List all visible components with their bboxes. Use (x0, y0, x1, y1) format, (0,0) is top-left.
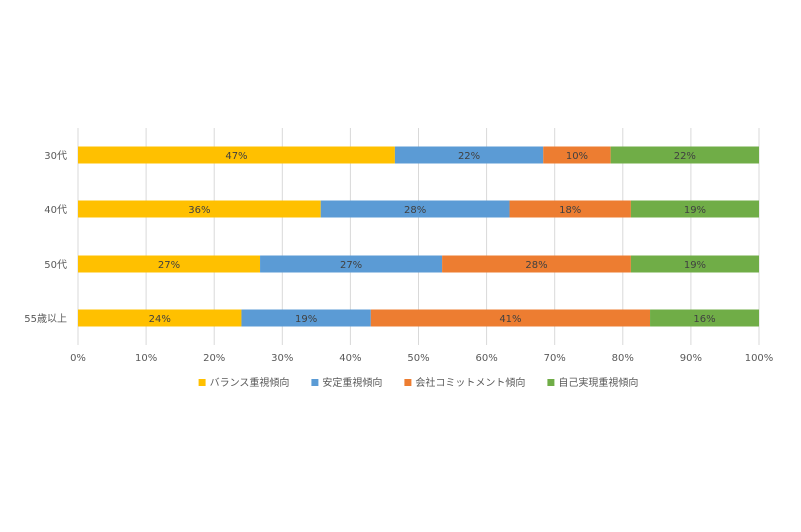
legend-label: 会社コミットメント傾向 (415, 376, 525, 389)
data-label: 27% (158, 260, 180, 271)
bar-segment (442, 255, 631, 273)
data-label: 27% (340, 260, 362, 271)
bar-segment (630, 255, 759, 273)
category-label: 30代 (44, 150, 67, 162)
bar-segment (78, 309, 242, 327)
bar-segment (543, 146, 611, 164)
bar-segment (370, 309, 651, 327)
x-tick-label: 0% (70, 353, 86, 364)
x-tick-label: 30% (271, 353, 293, 364)
data-label: 22% (458, 151, 480, 162)
legend-item: バランス重視傾向 (198, 376, 290, 389)
value-axis: 0% 10% 20% 30% 40% 50% 60% 70% 80% 90% 100% (70, 353, 773, 364)
x-tick-label: 20% (203, 353, 225, 364)
x-tick-label: 80% (612, 353, 634, 364)
data-label: 19% (684, 205, 706, 216)
category-label: 40代 (44, 204, 67, 216)
data-label: 47% (225, 151, 247, 162)
x-tick-label: 70% (544, 353, 566, 364)
bar-segment (260, 255, 443, 273)
data-label: 24% (149, 314, 171, 325)
legend-label: 安定重視傾向 (322, 376, 382, 389)
legend-label: 自己実現重視傾向 (558, 376, 638, 389)
legend: バランス重視傾向 安定重視傾向 会社コミットメント傾向 自己実現重視傾向 (198, 376, 638, 389)
data-label: 10% (566, 151, 588, 162)
x-tick-label: 60% (475, 353, 497, 364)
legend-item: 会社コミットメント傾向 (404, 376, 525, 389)
bar-segment (241, 309, 371, 327)
gridlines (77, 128, 760, 345)
x-tick-label: 10% (135, 353, 157, 364)
bar-segment (509, 200, 631, 218)
data-label: 19% (684, 260, 706, 271)
bar-segment (610, 146, 759, 164)
data-label: 16% (693, 314, 715, 325)
legend-item: 安定重視傾向 (311, 376, 382, 389)
category-axis: 30代 40代 50代 55歳以上 (24, 150, 67, 325)
x-tick-label: 50% (407, 353, 429, 364)
x-tick-label: 90% (680, 353, 702, 364)
bar-segment (78, 255, 261, 273)
x-tick-label: 40% (339, 353, 361, 364)
bar-segment (78, 200, 321, 218)
bars (78, 146, 759, 327)
data-label: 22% (674, 151, 696, 162)
category-label: 55歳以上 (24, 313, 67, 325)
bar-segment (394, 146, 544, 164)
bar-segment (650, 309, 759, 327)
bar-segment (320, 200, 510, 218)
data-label: 18% (559, 205, 581, 216)
bar-segment (78, 146, 395, 164)
data-label: 41% (499, 314, 521, 325)
legend-swatch (547, 379, 555, 386)
legend-swatch (404, 379, 412, 386)
data-label: 19% (295, 314, 317, 325)
data-label: 28% (525, 260, 547, 271)
legend-swatch (198, 379, 206, 386)
category-label: 50代 (44, 259, 67, 271)
data-label: 28% (404, 205, 426, 216)
data-labels: 47% 22% 10% 22% 36% 28% 18% 19% 27% 27% 28% 19% 24% 1… (149, 151, 716, 325)
legend-label: バランス重視傾向 (210, 376, 290, 389)
legend-swatch (311, 379, 319, 386)
legend-item: 自己実現重視傾向 (547, 376, 638, 389)
bar-segment (630, 200, 759, 218)
x-tick-label: 100% (745, 353, 774, 364)
data-label: 36% (188, 205, 210, 216)
